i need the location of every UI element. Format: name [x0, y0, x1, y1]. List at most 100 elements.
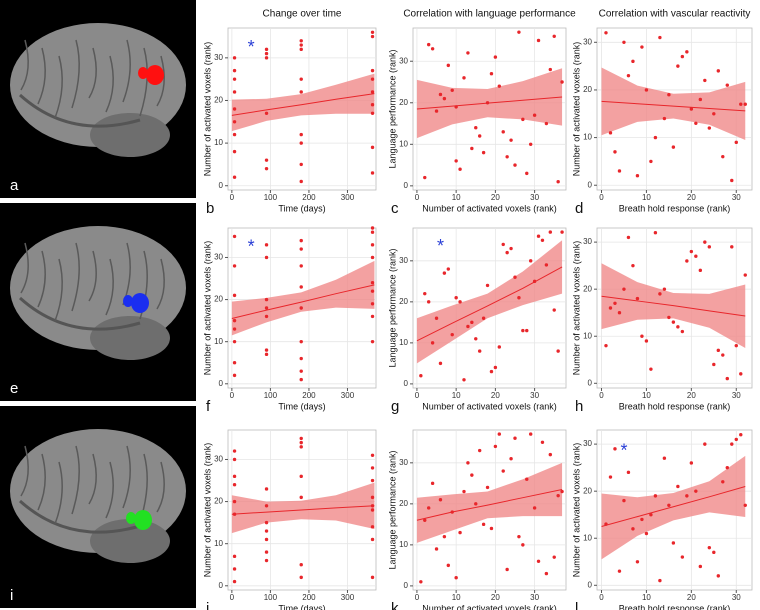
data-point [370, 495, 375, 500]
data-point [430, 47, 435, 51]
data-point [232, 339, 237, 344]
data-point [264, 520, 269, 525]
y-tick-label: 20 [214, 497, 223, 506]
data-point [370, 103, 375, 107]
data-point [685, 50, 689, 54]
data-point [608, 131, 613, 135]
data-point [299, 474, 303, 479]
data-point [474, 125, 478, 130]
column-title: Change over time [263, 9, 342, 20]
data-point [743, 503, 747, 507]
data-point [626, 235, 631, 240]
data-point [521, 328, 525, 333]
data-point [370, 230, 375, 234]
data-point [430, 341, 435, 345]
data-point [505, 567, 509, 572]
x-tick-label: 0 [415, 193, 420, 202]
data-point [631, 263, 635, 268]
y-axis-label: Number of activated voxels (rank) [202, 42, 212, 177]
fit-line [231, 505, 375, 515]
data-point [689, 249, 694, 254]
activation-blob [146, 65, 164, 85]
data-point [626, 470, 631, 475]
data-point [743, 102, 747, 106]
data-point [617, 311, 622, 315]
data-point [299, 495, 303, 500]
data-point [734, 140, 738, 145]
data-point [631, 59, 635, 64]
y-tick-label: 20 [214, 295, 223, 304]
data-point [653, 135, 658, 140]
y-tick-label: 30 [583, 237, 592, 246]
data-point [739, 102, 743, 106]
data-point [493, 365, 498, 370]
data-point [264, 504, 269, 508]
significance-marker: * [248, 237, 255, 257]
data-point [489, 369, 494, 374]
sulcus [105, 258, 114, 316]
fit-line [231, 284, 375, 320]
data-point [462, 76, 466, 80]
data-point [640, 334, 644, 338]
y-tick-label: 30 [214, 253, 223, 262]
panel-label: l [575, 600, 578, 610]
sulcus [156, 461, 165, 513]
data-point [640, 45, 644, 49]
data-point [712, 362, 716, 367]
data-point [232, 90, 237, 94]
significance-marker: * [620, 441, 627, 461]
panel-label: g [391, 398, 399, 415]
x-axis-label: Breath hold response (rank) [619, 603, 731, 610]
sulcus [54, 258, 63, 322]
data-point [370, 453, 375, 457]
data-point [734, 437, 738, 442]
data-point [548, 452, 553, 457]
data-point [617, 169, 622, 173]
y-axis-label: Language performance (rank) [387, 248, 397, 367]
sulcus [88, 47, 97, 99]
y-axis-label: Language performance (rank) [387, 49, 397, 168]
data-point [370, 145, 375, 150]
data-point [299, 563, 303, 567]
data-point [264, 297, 269, 302]
y-tick-label: 20 [214, 96, 223, 105]
column-title: Correlation with vascular reactivity [599, 9, 751, 20]
x-tick-label: 0 [599, 593, 604, 602]
data-point [232, 474, 237, 479]
data-point [635, 560, 640, 564]
data-point [497, 345, 502, 349]
data-point [232, 234, 237, 239]
data-point [232, 68, 237, 73]
x-tick-label: 20 [687, 391, 696, 400]
data-point [635, 296, 640, 301]
x-axis-label: Number of activated voxels (rank) [422, 603, 557, 610]
y-tick-label: 10 [214, 337, 223, 346]
data-point [264, 51, 269, 56]
data-point [680, 54, 685, 59]
sulcus [156, 258, 165, 310]
data-point [671, 145, 676, 149]
sulcus [20, 39, 29, 91]
data-point [458, 300, 462, 304]
data-point [739, 433, 743, 437]
data-point [370, 466, 375, 470]
data-point [544, 263, 549, 267]
data-point [644, 339, 649, 343]
data-point [730, 178, 734, 183]
data-point [497, 84, 502, 88]
data-point [685, 259, 689, 263]
data-point [370, 525, 375, 529]
sulcus [139, 47, 148, 117]
sulcus [37, 453, 46, 511]
y-tick-label: 20 [399, 98, 408, 107]
data-point [299, 436, 303, 441]
data-point [540, 440, 545, 445]
data-point [676, 64, 680, 68]
data-point [450, 88, 454, 93]
data-point [450, 332, 454, 337]
confidence-band [231, 73, 375, 132]
confidence-band [231, 482, 375, 534]
data-point [532, 279, 537, 284]
